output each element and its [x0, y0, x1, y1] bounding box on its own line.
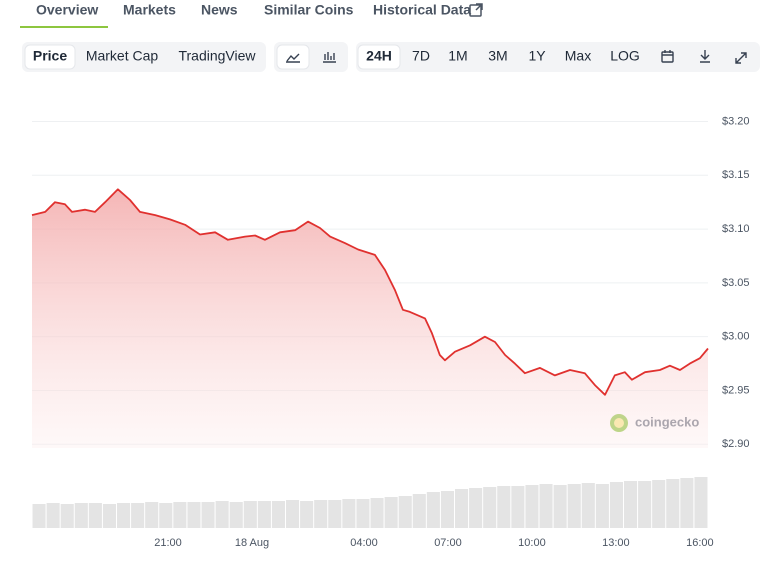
mode-button[interactable]: TradingView — [178, 48, 256, 64]
volume-bar — [455, 489, 469, 528]
volume-bar — [694, 477, 708, 528]
volume-bar — [314, 500, 328, 528]
volume-bar — [201, 502, 215, 528]
volume-bar — [356, 499, 370, 528]
range-button[interactable]: 24H — [366, 48, 392, 64]
volume-bar — [595, 484, 609, 528]
volume-bar — [440, 491, 454, 528]
volume-bar — [412, 494, 426, 528]
tab[interactable]: Historical Data — [373, 2, 471, 18]
volume-bar — [187, 502, 201, 528]
volume-bar — [342, 499, 356, 528]
volume-bar — [511, 486, 525, 528]
volume-bar — [131, 503, 145, 528]
tab[interactable]: Overview — [36, 2, 98, 18]
volume-bar — [624, 481, 638, 528]
volume-bar — [229, 502, 243, 528]
candle-icon[interactable] — [323, 52, 336, 63]
volume-bar — [539, 484, 553, 528]
y-tick-label: $3.05 — [722, 277, 750, 289]
volume-bar — [638, 481, 652, 528]
line-view[interactable] — [276, 44, 310, 70]
active-range — [357, 44, 401, 70]
active-mode — [24, 44, 76, 70]
range-button[interactable]: Max — [565, 48, 591, 64]
volume-bar — [173, 502, 187, 528]
volume-bar — [117, 503, 131, 528]
volume-bar — [652, 480, 666, 528]
volume-bar — [88, 503, 102, 528]
volume-bar — [567, 484, 581, 528]
volume-bar — [525, 485, 539, 528]
mode-button[interactable]: Price — [33, 48, 67, 64]
x-tick-label: 16:00 — [686, 537, 714, 549]
volume-bar — [300, 501, 314, 528]
x-tick-label: 07:00 — [434, 537, 462, 549]
volume-bar — [384, 497, 398, 528]
mode-group — [22, 42, 266, 72]
volume-bar — [328, 500, 342, 528]
range-button[interactable]: 1M — [448, 48, 467, 64]
volume-bar — [398, 496, 412, 528]
volume-bar — [102, 504, 116, 528]
range-button[interactable]: 1Y — [528, 48, 546, 64]
y-tick-label: $2.95 — [722, 384, 750, 396]
y-tick-label: $2.90 — [722, 438, 750, 450]
x-tick-label: 10:00 — [518, 537, 546, 549]
volume-bar — [286, 500, 300, 528]
range-button[interactable]: LOG — [610, 48, 640, 64]
tab[interactable]: Similar Coins — [264, 2, 354, 18]
volume-bar — [257, 501, 271, 528]
volume-bar — [553, 485, 567, 528]
x-tick-label: 04:00 — [350, 537, 378, 549]
volume-bar — [74, 503, 88, 528]
volume-bar — [469, 488, 483, 528]
volume-bar — [483, 487, 497, 528]
volume-bar — [497, 486, 511, 528]
tab[interactable]: News — [201, 2, 238, 18]
price-area — [32, 189, 708, 449]
mode-button[interactable]: Market Cap — [86, 48, 159, 64]
y-tick-label: $3.00 — [722, 331, 750, 343]
volume-bar — [426, 492, 440, 528]
x-tick-label: 13:00 — [602, 537, 630, 549]
line-icon — [286, 53, 300, 63]
x-tick-label: 18 Aug — [235, 537, 269, 549]
y-tick-label: $3.10 — [722, 223, 750, 235]
volume-bar — [145, 502, 159, 528]
volume-bar — [159, 503, 173, 528]
tab[interactable]: Markets — [123, 2, 176, 18]
volume-bar — [60, 504, 74, 528]
external-icon — [469, 3, 483, 17]
y-tick-label: $3.20 — [722, 115, 750, 127]
volume-bar — [243, 501, 257, 528]
volume-bar — [370, 498, 384, 528]
range-group — [356, 42, 760, 72]
volume-bar — [215, 501, 229, 528]
volume-bar — [581, 483, 595, 528]
y-tick-label: $3.15 — [722, 169, 750, 181]
x-tick-label: 21:00 — [154, 537, 182, 549]
range-button[interactable]: 3M — [488, 48, 507, 64]
price-line — [31, 188, 709, 396]
tool-icons[interactable] — [661, 50, 747, 64]
volume-bar — [609, 482, 623, 528]
volume-bar — [680, 478, 694, 528]
volume-bar — [46, 503, 60, 528]
volume-bar — [271, 501, 285, 528]
range-button[interactable]: 7D — [412, 48, 430, 64]
volume-bar — [32, 504, 46, 528]
volume-bar — [666, 479, 680, 528]
